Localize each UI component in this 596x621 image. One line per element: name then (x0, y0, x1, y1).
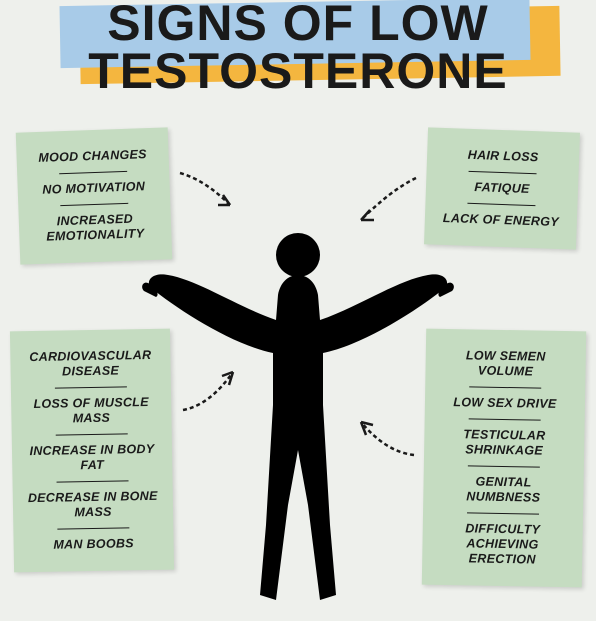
list-item: LOW SEX DRIVE (439, 388, 571, 419)
list-item: LACK OF ENERGY (438, 204, 563, 237)
card-top-right: HAIR LOSS FATIQUE LACK OF ENERGY (424, 127, 580, 249)
arrow-icon (175, 165, 245, 220)
list-item: TESTICULAR SHRINKAGE (438, 420, 571, 466)
list-item: CARDIOVASCULAR DISEASE (24, 341, 157, 387)
arrow-icon (346, 410, 421, 470)
arrow-icon (346, 170, 421, 235)
list-item: LOW SEMEN VOLUME (439, 341, 572, 387)
list-item: INCREASE IN BODY FAT (26, 435, 159, 481)
card-top-left: MOOD CHANGES NO MOTIVATION INCREASED EMO… (16, 127, 173, 264)
arrow-icon (175, 360, 245, 420)
list-item: DIFFICULTY ACHIEVING ERECTION (436, 514, 569, 575)
list-item: DECREASE IN BONE MASS (27, 482, 160, 528)
list-item: GENITAL NUMBNESS (437, 467, 570, 513)
list-item: LOSS OF MUSCLE MASS (25, 388, 158, 434)
list-item: MAN BOOBS (27, 529, 159, 560)
list-item: FATIQUE (440, 172, 565, 205)
page-title: SIGNS OF LOW TESTOSTERONE (0, 0, 596, 95)
title-block: SIGNS OF LOW TESTOSTERONE (0, 0, 596, 95)
list-item: HAIR LOSS (441, 140, 566, 173)
list-item: NO MOTIVATION (31, 172, 156, 205)
card-bottom-left: CARDIOVASCULAR DISEASE LOSS OF MUSCLE MA… (10, 329, 174, 573)
list-item: INCREASED EMOTIONALITY (32, 204, 157, 252)
list-item: MOOD CHANGES (30, 140, 155, 173)
card-bottom-right: LOW SEMEN VOLUME LOW SEX DRIVE TESTICULA… (422, 329, 586, 588)
